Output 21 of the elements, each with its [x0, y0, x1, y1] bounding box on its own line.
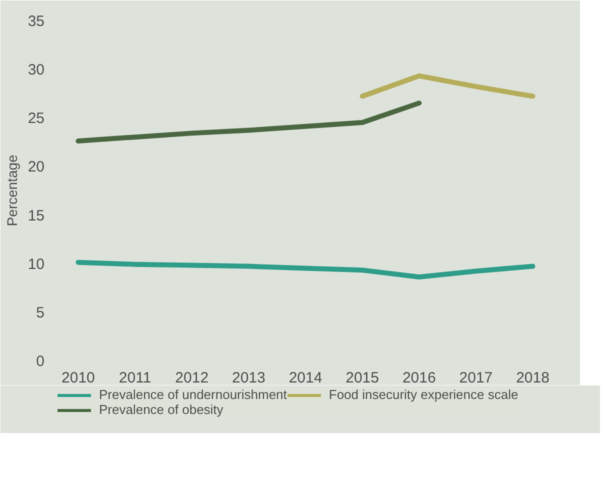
x-tick-label: 2012	[175, 370, 209, 386]
y-tick-label: 25	[28, 110, 45, 128]
y-tick-label: 35	[28, 13, 45, 30]
x-tick-label: 2014	[288, 370, 322, 386]
x-tick-label: 2017	[459, 370, 493, 386]
y-tick-label: 20	[28, 158, 45, 176]
x-tick-label: 2016	[402, 370, 436, 386]
y-tick-label: 5	[36, 304, 44, 322]
legend-label: Prevalence of obesity	[99, 402, 224, 417]
legend-label: Prevalence of undernourishment	[99, 387, 287, 402]
y-tick-label: 15	[28, 207, 45, 224]
y-axis-title: Percentage	[4, 154, 20, 226]
y-tick-label: 10	[28, 256, 45, 273]
legend-label: Food insecurity experience scale	[328, 387, 518, 402]
y-tick-label: 30	[28, 62, 45, 79]
x-tick-label: 2015	[346, 370, 380, 386]
x-tick-label: 2018	[516, 370, 550, 386]
x-tick-label: 2011	[118, 370, 152, 386]
x-tick-label: 2010	[62, 370, 95, 386]
y-tick-label: 0	[36, 353, 44, 370]
x-tick-label: 2013	[232, 370, 266, 386]
